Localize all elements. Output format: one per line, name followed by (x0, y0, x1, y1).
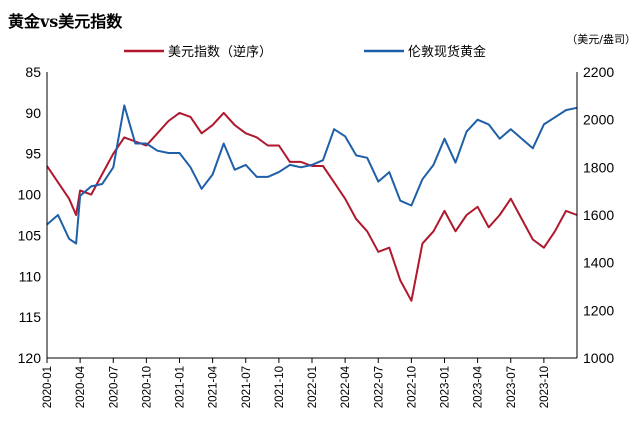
right-axis-unit: （美元/盎司） (566, 32, 636, 46)
left-tick-label: 105 (18, 227, 42, 243)
x-tick-label: 2020-10 (141, 366, 153, 408)
chart-title: 黄金vs美元指数 (8, 12, 123, 31)
x-tick-label: 2021-04 (208, 365, 220, 408)
x-tick-label: 2023-10 (539, 366, 551, 408)
series-line-dxy (46, 111, 578, 302)
legend: 美元指数（逆序） 伦敦现货黄金 (124, 44, 486, 60)
x-tick-label: 2021-07 (241, 366, 253, 408)
x-tick-label: 2022-07 (373, 366, 385, 408)
left-tick-label: 85 (25, 64, 41, 80)
x-tick-label: 2022-01 (307, 366, 319, 408)
x-tick-label: 2023-01 (440, 366, 452, 408)
right-tick-label: 1200 (583, 302, 614, 318)
legend-label-gold: 伦敦现货黄金 (408, 44, 486, 60)
series-layer (46, 104, 578, 302)
legend-label-dxy: 美元指数（逆序） (168, 44, 272, 60)
right-tick-label: 1400 (583, 255, 614, 271)
right-tick-label: 2000 (583, 112, 614, 128)
right-tick-label: 1000 (583, 350, 614, 366)
left-axis-ticks: 85 90 95 100 105 110 115 120 (18, 64, 42, 366)
right-tick-label: 1600 (583, 207, 614, 223)
x-tick-label: 2020-01 (42, 366, 54, 408)
x-tick-label: 2022-04 (340, 365, 352, 408)
right-tick-label: 2200 (583, 64, 614, 80)
left-tick-label: 120 (18, 350, 42, 366)
x-tick-label: 2020-07 (108, 366, 120, 408)
left-tick-label: 95 (25, 146, 41, 162)
left-tick-label: 110 (19, 268, 42, 284)
x-tick-label: 2021-01 (175, 366, 187, 408)
x-tick-label: 2023-07 (506, 366, 518, 408)
x-tick-label: 2020-04 (75, 365, 87, 408)
left-tick-label: 90 (25, 105, 41, 121)
right-axis-ticks: 2200 2000 1800 1600 1400 1200 1000 (583, 64, 614, 366)
x-tick-label: 2021-10 (274, 366, 286, 408)
left-tick-label: 100 (18, 187, 42, 203)
series-line-gold (46, 104, 578, 245)
left-tick-label: 115 (19, 309, 42, 325)
x-tick-label: 2022-10 (406, 366, 418, 408)
x-axis-ticks: 2020-01 2020-04 2020-07 2020-10 2021-01 2021-… (42, 358, 551, 408)
right-tick-label: 1800 (583, 159, 614, 175)
x-tick-label: 2023-04 (473, 365, 485, 408)
